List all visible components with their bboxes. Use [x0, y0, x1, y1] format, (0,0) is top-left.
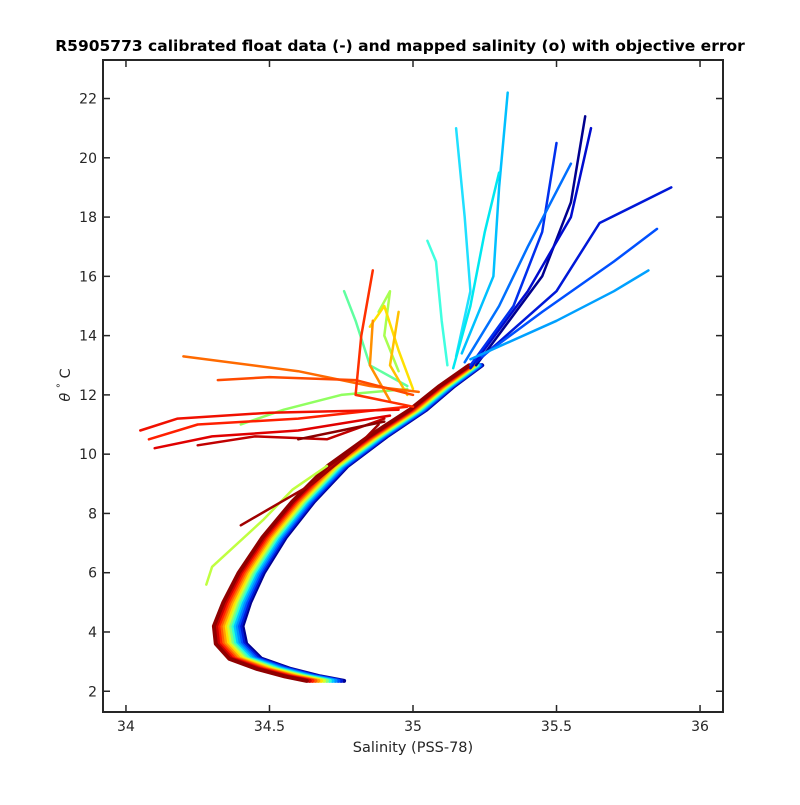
profile-line	[216, 375, 415, 397]
y-axis-symbol: θ	[58, 393, 74, 402]
profile-line	[368, 319, 392, 403]
x-tick-label: 35	[404, 719, 422, 735]
x-tick-label: 34.5	[254, 719, 285, 735]
y-axis-unit: C	[58, 368, 74, 378]
chart-title: R5905773 calibrated float data (-) and m…	[55, 37, 745, 55]
profile-line	[454, 126, 472, 358]
profile-line	[388, 310, 409, 397]
profile-line	[205, 464, 329, 586]
axis-ticks: 34 34.5 35 35.5 36 2 4 6 8 10 12 14 16 18 20 22	[79, 60, 723, 735]
y-tick-label: 8	[88, 506, 97, 522]
profile-line	[463, 162, 573, 364]
profile-lines	[139, 91, 673, 586]
profile-line	[469, 269, 650, 361]
y-tick-label: 16	[79, 269, 97, 285]
deep-band-line	[211, 363, 472, 683]
y-axis-degree: °	[56, 383, 67, 388]
profile-line	[139, 408, 400, 432]
profile-line	[342, 289, 409, 388]
x-tick-label: 36	[691, 719, 709, 735]
y-tick-label: 14	[79, 329, 97, 345]
deep-water-band	[211, 363, 485, 683]
profile-line	[460, 91, 509, 355]
y-axis-label: θ ° C	[52, 368, 74, 401]
profile-line	[469, 126, 593, 370]
profile-line	[451, 171, 501, 370]
profile-line	[147, 405, 409, 441]
y-tick-label: 6	[88, 566, 97, 582]
profile-line	[239, 387, 409, 426]
profile-line	[474, 186, 673, 364]
y-tick-label: 18	[79, 210, 97, 226]
profile-line	[196, 417, 386, 447]
x-tick-label: 34	[117, 719, 135, 735]
profile-line	[153, 414, 392, 450]
y-tick-label: 4	[88, 625, 97, 641]
profile-line	[296, 420, 386, 441]
y-tick-label: 2	[88, 684, 97, 700]
profile-line	[480, 227, 659, 358]
y-tick-label: 20	[79, 151, 97, 167]
profile-line	[354, 269, 415, 408]
y-tick-label: 22	[79, 92, 97, 108]
y-tick-label: 10	[79, 447, 97, 463]
profile-line	[426, 239, 449, 367]
x-axis-label: Salinity (PSS-78)	[353, 740, 473, 756]
profile-line	[469, 141, 558, 367]
profile-line	[239, 423, 380, 527]
x-tick-label: 35.5	[541, 719, 572, 735]
profile-line	[368, 304, 415, 391]
y-tick-label: 12	[79, 388, 97, 404]
plot-area	[102, 59, 724, 713]
